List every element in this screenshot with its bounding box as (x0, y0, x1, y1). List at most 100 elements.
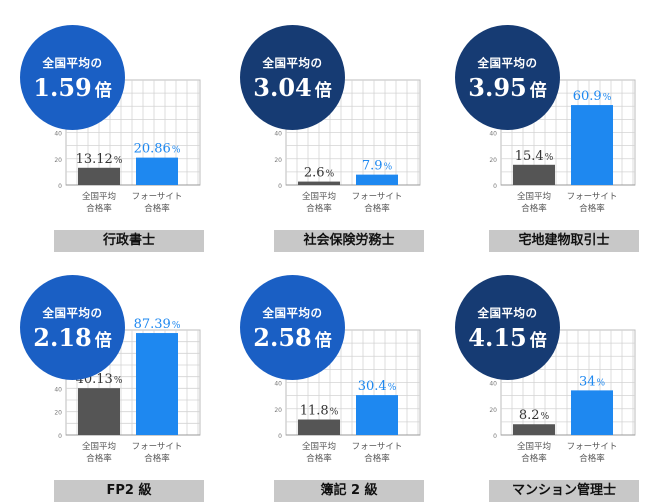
badge-ratio-unit: 倍 (529, 81, 547, 101)
data-label-unit: % (384, 163, 393, 173)
bar-national-average (78, 388, 120, 435)
chart-title: マンション管理士 (489, 480, 639, 502)
data-label: 34% (579, 374, 606, 389)
category-label: フォーサイト (132, 442, 183, 452)
y-tick-label: 40 (489, 381, 497, 388)
badge-prefix: 全国平均の (42, 306, 103, 320)
category-label: 合格率 (579, 203, 605, 214)
badge-ratio-number: 3.04 (253, 73, 312, 102)
data-label: 7.9% (362, 159, 393, 174)
y-tick-label: 0 (58, 433, 62, 440)
data-label-unit: % (545, 153, 554, 163)
badge-ratio-unit: 倍 (314, 331, 332, 351)
category-label: フォーサイト (352, 192, 403, 202)
y-tick-label: 0 (58, 183, 62, 190)
y-tick-label: 20 (54, 410, 62, 417)
ratio-badge: 全国平均の 1.59 倍 (20, 25, 125, 130)
y-tick-label: 0 (493, 183, 497, 190)
chart-title: 社会保険労務士 (274, 230, 424, 252)
y-tick-label: 20 (54, 157, 62, 164)
badge-ratio-number: 3.95 (468, 73, 527, 102)
data-label-unit: % (596, 378, 605, 388)
category-label: 合格率 (521, 203, 547, 214)
category-label: フォーサイト (567, 442, 618, 452)
bar-foresight (136, 157, 178, 185)
y-tick-label: 40 (54, 386, 62, 393)
badge-prefix: 全国平均の (477, 56, 538, 70)
category-label: 全国平均 (82, 191, 116, 202)
data-label-unit: % (172, 146, 181, 156)
data-label: 20.86% (134, 142, 181, 157)
data-label-unit: % (388, 383, 397, 393)
badge-prefix: 全国平均の (42, 56, 103, 70)
badge-prefix: 全国平均の (262, 56, 323, 70)
y-tick-label: 20 (489, 407, 497, 414)
category-label: 全国平均 (517, 191, 551, 202)
category-label: フォーサイト (132, 192, 183, 202)
bar-national-average (298, 181, 340, 185)
data-label-unit: % (330, 408, 339, 418)
category-label: 合格率 (521, 453, 547, 464)
badge-prefix: 全国平均の (262, 306, 323, 320)
bar-national-average (298, 419, 340, 435)
category-label: 合格率 (306, 453, 332, 464)
chart-title: 宅地建物取引士 (489, 230, 639, 252)
data-label: 11.8% (300, 404, 339, 419)
category-label: フォーサイト (567, 192, 618, 202)
bar-national-average (513, 164, 555, 185)
y-tick-label: 40 (274, 381, 282, 388)
badge-ratio-unit: 倍 (94, 81, 112, 101)
bar-foresight (136, 333, 178, 435)
data-label-unit: % (603, 93, 612, 103)
badge-ratio: 4.15 倍 (455, 323, 560, 352)
badge-ratio-unit: 倍 (94, 331, 112, 351)
data-label: 2.6% (304, 166, 335, 181)
badge-ratio-unit: 倍 (529, 331, 547, 351)
category-label: 全国平均 (302, 191, 336, 202)
category-label: 合格率 (144, 453, 170, 464)
bar-foresight (356, 174, 398, 185)
data-label: 13.12% (76, 152, 123, 167)
y-tick-label: 40 (489, 131, 497, 138)
category-label: フォーサイト (352, 442, 403, 452)
chart-panel: 0204060808.2%全国平均合格率34%フォーサイト合格率全国平均の4.1… (455, 270, 645, 502)
ratio-badge: 全国平均の 2.18 倍 (20, 275, 125, 380)
chart-panel: 02040608013.12%全国平均合格率20.86%フォーサイト合格率全国平… (20, 20, 210, 252)
badge-ratio: 1.59 倍 (20, 73, 125, 102)
data-label: 15.4% (515, 149, 554, 164)
category-label: 合格率 (86, 453, 112, 464)
category-label: 合格率 (306, 203, 332, 214)
badge-ratio: 3.95 倍 (455, 73, 560, 102)
y-tick-label: 0 (493, 433, 497, 440)
badge-ratio-number: 2.18 (33, 323, 92, 352)
y-tick-label: 20 (274, 157, 282, 164)
category-label: 合格率 (364, 203, 390, 214)
badge-ratio-number: 1.59 (33, 73, 92, 102)
y-tick-label: 20 (274, 407, 282, 414)
bar-foresight (356, 395, 398, 435)
chart-title: FP2 級 (54, 480, 204, 502)
y-tick-label: 40 (274, 131, 282, 138)
badge-ratio: 2.18 倍 (20, 323, 125, 352)
bar-national-average (513, 424, 555, 435)
chart-panel: 02040608011.8%全国平均合格率30.4%フォーサイト合格率全国平均の… (240, 270, 430, 502)
y-tick-label: 20 (489, 157, 497, 164)
chart-panel: 02040608040.13%全国平均合格率87.39%フォーサイト合格率全国平… (20, 270, 210, 502)
category-label: 合格率 (144, 203, 170, 214)
ratio-badge: 全国平均の 3.95 倍 (455, 25, 560, 130)
badge-prefix: 全国平均の (477, 306, 538, 320)
category-label: 全国平均 (82, 441, 116, 452)
y-tick-label: 0 (278, 183, 282, 190)
ratio-badge: 全国平均の 3.04 倍 (240, 25, 345, 130)
y-tick-label: 40 (54, 131, 62, 138)
category-label: 全国平均 (302, 441, 336, 452)
category-label: 合格率 (86, 203, 112, 214)
chart-title: 行政書士 (54, 230, 204, 252)
ratio-badge: 全国平均の 4.15 倍 (455, 275, 560, 380)
chart-panel: 0204060802.6%全国平均合格率7.9%フォーサイト合格率全国平均の3.… (240, 20, 430, 252)
y-tick-label: 0 (278, 433, 282, 440)
badge-ratio: 2.58 倍 (240, 323, 345, 352)
badge-ratio-unit: 倍 (314, 81, 332, 101)
data-label: 30.4% (358, 379, 397, 394)
